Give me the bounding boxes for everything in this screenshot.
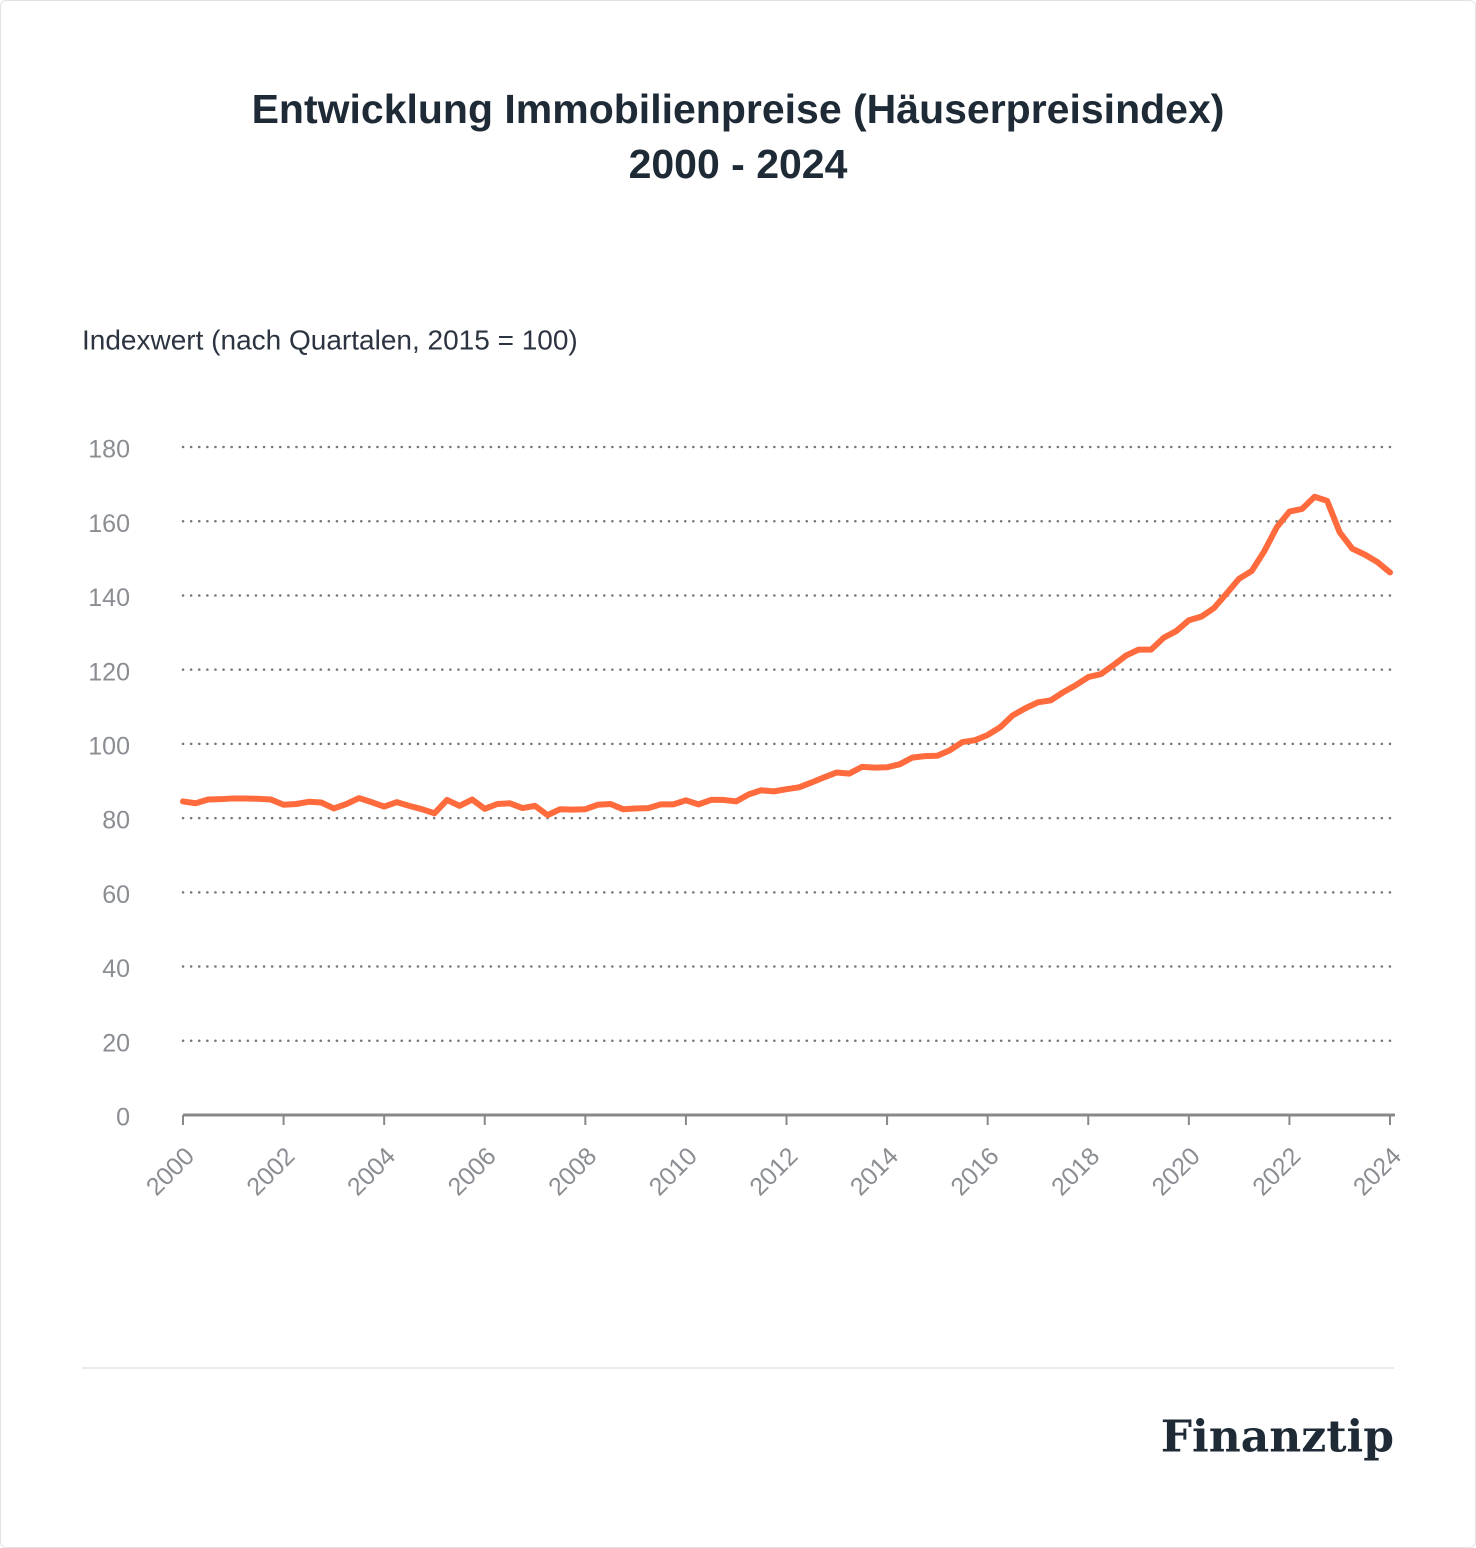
y-tick-label: 120	[88, 658, 130, 686]
y-axis-label: Indexwert (nach Quartalen, 2015 = 100)	[82, 324, 578, 355]
y-tick-label: 0	[116, 1104, 130, 1132]
y-tick-label: 60	[102, 881, 130, 909]
chart-title: Entwicklung Immobilienpreise (Häuserprei…	[252, 86, 1225, 132]
chart-title: 2000 - 2024	[629, 141, 848, 187]
data-line	[180, 493, 1393, 819]
y-tick-label: 180	[88, 436, 130, 464]
y-tick-label: 100	[88, 732, 130, 760]
y-tick-label: 20	[102, 1029, 130, 1057]
y-tick-label: 40	[102, 955, 130, 983]
brand-logo: Finanztip	[1161, 1412, 1394, 1463]
y-tick-label: 160	[88, 510, 130, 538]
y-tick-label: 80	[102, 807, 130, 835]
y-tick-label: 140	[88, 584, 130, 612]
